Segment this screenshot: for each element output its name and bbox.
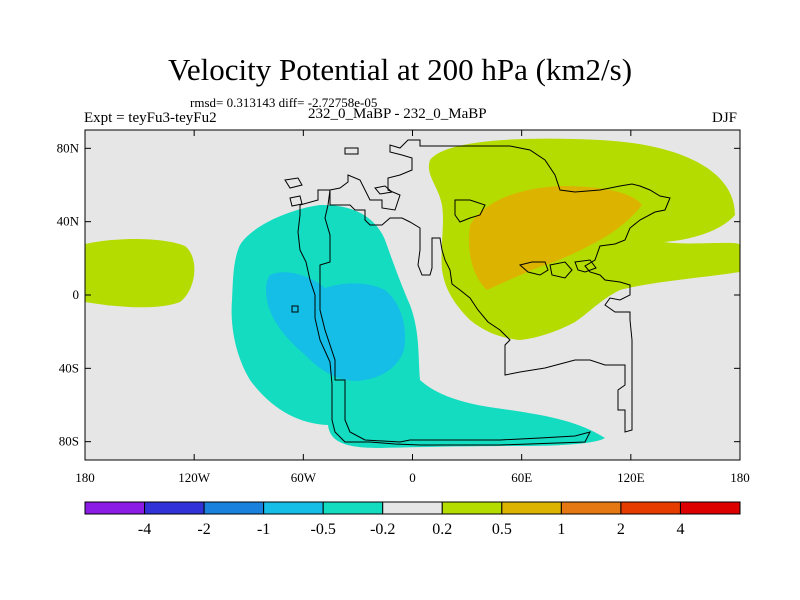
lon-tick-label: 60W bbox=[291, 470, 317, 485]
lon-tick-label: 180 bbox=[730, 470, 750, 485]
season-label: DJF bbox=[712, 110, 738, 126]
lon-tick-label: 0 bbox=[409, 470, 416, 485]
colorbar-label: 1 bbox=[557, 521, 565, 538]
lat-tick-label: 40N bbox=[57, 214, 80, 229]
colorbar-label: -1 bbox=[257, 521, 270, 538]
stats-label: rmsd= 0.313143 diff= -2.72758e-05 bbox=[190, 95, 378, 110]
colorbar-swatch bbox=[620, 501, 681, 515]
colorbar-label: -2 bbox=[197, 521, 210, 538]
lon-tick-label: 120W bbox=[178, 470, 211, 485]
lon-tick-label: 120E bbox=[617, 470, 645, 485]
contour-positive-0.2-west bbox=[85, 239, 195, 308]
colorbar-swatch bbox=[203, 501, 265, 515]
colorbar-label: 4 bbox=[676, 521, 684, 538]
case-label: 232_0_MaBP - 232_0_MaBP bbox=[308, 106, 487, 122]
lat-tick-label: 80N bbox=[57, 140, 80, 155]
colorbar-label: -4 bbox=[138, 521, 151, 538]
colorbar-swatch bbox=[144, 501, 205, 515]
colorbar-swatch bbox=[441, 501, 503, 515]
plot-title: Velocity Potential at 200 hPa (km2/s) bbox=[167, 52, 633, 87]
colorbar-swatch bbox=[263, 501, 324, 515]
colorbar-swatch bbox=[560, 501, 622, 515]
colorbar-swatch bbox=[84, 501, 146, 515]
colorbar: -4 -2 -1 -0.5 -0.2 0.2 0.5 1 2 4 bbox=[84, 501, 741, 538]
coastlines bbox=[284, 139, 671, 446]
colorbar-label: 0.2 bbox=[432, 521, 452, 538]
contour-negative-0.2 bbox=[231, 204, 605, 448]
experiment-label: Expt = teyFu3-teyFu2 bbox=[84, 110, 217, 126]
lon-tick-label: 60E bbox=[511, 470, 532, 485]
lat-tick-label: 80S bbox=[59, 434, 79, 449]
lon-tick-label: 180 bbox=[75, 470, 95, 485]
lat-tick-label: 0 bbox=[73, 287, 80, 302]
colorbar-swatch bbox=[679, 501, 741, 515]
colorbar-swatch bbox=[501, 501, 562, 515]
contour-positive-0.5-east bbox=[468, 186, 642, 290]
colorbar-swatch bbox=[322, 501, 384, 515]
colorbar-label: 0.5 bbox=[492, 521, 512, 538]
colorbar-label: -0.5 bbox=[311, 521, 336, 538]
colorbar-label: -0.2 bbox=[370, 521, 395, 538]
colorbar-label: 2 bbox=[617, 521, 625, 538]
lat-tick-label: 40S bbox=[59, 360, 79, 375]
colorbar-swatch bbox=[382, 501, 443, 515]
contour-negative-0.5 bbox=[265, 272, 406, 381]
